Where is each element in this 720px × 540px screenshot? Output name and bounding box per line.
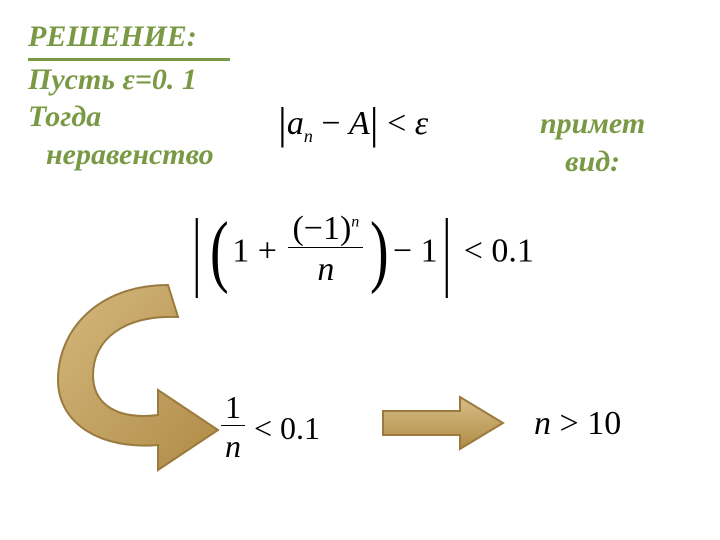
f1-n: n [304,126,313,146]
f1-a: a [287,105,304,142]
formula-inequality-3: 1 n < 0.1 [218,390,320,468]
formula-result: n > 10 [534,405,621,443]
right-text: примет вид: [540,105,645,180]
f4-ten: 10 [587,405,621,442]
f2-neg1: (−1) [292,210,351,247]
f4-gt: > [551,405,587,442]
f2-one: 1 + [232,232,277,269]
title-line-1: РЕШЕНИЕ: [28,18,288,56]
title-line-2: Пусть ε=0. 1 [28,61,288,99]
right-line-2: вид: [565,145,620,178]
f1-minus: − [313,105,349,142]
f1-lt: < [379,105,415,142]
f2-den: n [288,248,363,292]
right-arrow-icon [378,393,508,453]
formula-inequality-2: |(1 + (−1)n n )− 1| < 0.1 [188,210,534,293]
f4-n: n [534,405,551,442]
right-line-1: примет [540,107,645,140]
f2-frac: (−1)n n [288,210,363,293]
header-block: РЕШЕНИЕ: Пусть ε=0. 1 Тогда неравенство [28,18,288,173]
title-line-3b: неравенство [28,136,288,174]
f2-rhs: < 0.1 [455,232,534,269]
formula-inequality-1: |an − A| < ε [278,98,428,149]
f3-rhs: < 0.1 [254,410,320,447]
curved-arrow-icon [48,275,228,475]
f2-exp: n [351,214,359,231]
f2-minus1: − 1 [393,232,438,269]
title-line-3: Тогда [28,98,288,136]
f1-A: A [349,105,370,142]
f1-eps: ε [415,105,428,142]
